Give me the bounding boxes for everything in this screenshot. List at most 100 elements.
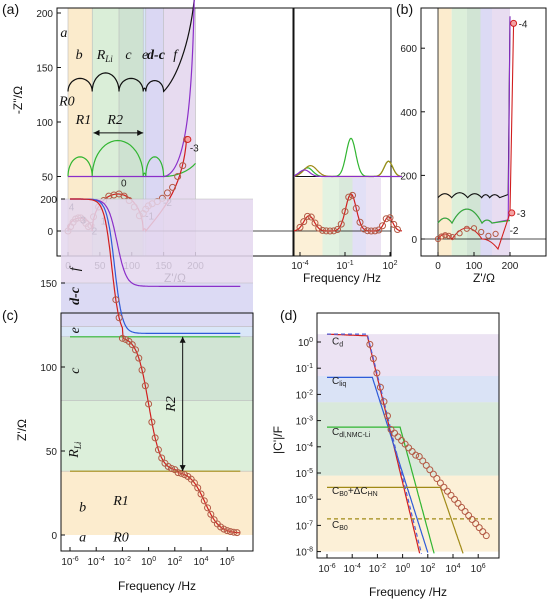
curve-black-b — [437, 16, 511, 199]
data-marker — [319, 226, 326, 234]
x-tick-label: 100 — [141, 556, 156, 568]
data-marker — [391, 429, 399, 437]
region-c-band — [61, 283, 253, 327]
x-tick-label: 100 — [466, 261, 483, 272]
data-marker — [492, 230, 499, 238]
region-freq — [339, 178, 353, 256]
data-marker — [138, 366, 146, 374]
curve-purple-c — [70, 198, 241, 287]
data-marker — [383, 412, 391, 420]
data-marker — [307, 213, 315, 221]
curve-dashed-d — [327, 333, 423, 554]
x-tick-label: 100 — [395, 563, 410, 575]
x-axis-label-d: Frequency /Hz — [369, 585, 447, 599]
data-marker — [401, 440, 409, 448]
y-tick-label: 10-4 — [296, 442, 313, 454]
y-tick-label: 400 — [400, 108, 417, 119]
region-c-band — [61, 326, 253, 337]
data-marker — [148, 418, 156, 426]
data-marker — [364, 227, 371, 235]
data-marker — [194, 484, 202, 492]
data-marker — [226, 528, 234, 536]
data-marker — [326, 227, 334, 235]
data-marker — [190, 479, 198, 487]
data-marker — [311, 219, 319, 227]
data-marker — [145, 400, 153, 408]
x-tick-label: 104 — [193, 556, 208, 568]
data-marker — [373, 369, 381, 377]
data-marker — [451, 495, 459, 503]
region-b-panel — [480, 8, 492, 256]
panel-label-a: (a) — [2, 1, 19, 17]
region-b-panel — [492, 8, 510, 256]
region-b-panel — [466, 8, 481, 256]
data-marker — [184, 135, 192, 143]
label-a-c: a — [79, 531, 86, 546]
data-marker — [449, 233, 456, 241]
x-axis-label-freq: Frequency /Hz — [303, 271, 381, 285]
y-tick-label: 10-6 — [296, 494, 313, 506]
x-tick-label: 10-2 — [114, 556, 131, 568]
data-marker — [379, 222, 386, 230]
data-marker — [345, 193, 353, 201]
data-marker — [461, 507, 469, 515]
label-b: b — [76, 48, 83, 63]
data-marker — [367, 227, 375, 235]
curve-red-c — [70, 198, 241, 534]
data-marker — [386, 214, 394, 222]
data-marker — [135, 354, 143, 362]
y-axis-label-c: Z'/Ω — [15, 419, 29, 441]
data-marker — [296, 223, 304, 231]
panel-a-right-frame — [293, 7, 392, 257]
y-tick-label: 100 — [298, 337, 313, 349]
data-marker — [141, 382, 149, 390]
data-marker — [322, 227, 330, 235]
y-tick-label: 0 — [51, 531, 57, 542]
region-freq — [352, 178, 366, 256]
data-marker — [220, 525, 228, 533]
region-freq — [366, 178, 381, 256]
data-marker — [478, 228, 485, 236]
x-axis-label-b: Z'/Ω — [473, 271, 495, 285]
data-marker — [458, 503, 466, 511]
label-dc: d-c — [147, 48, 166, 63]
y-axis-label-d: |C'|/F — [271, 426, 285, 454]
data-marker — [436, 479, 444, 487]
data-marker — [380, 398, 388, 406]
data-marker — [174, 469, 182, 477]
data-marker — [447, 491, 455, 499]
data-marker — [330, 227, 338, 235]
region-c-band — [61, 336, 253, 401]
label-c: c — [125, 48, 132, 63]
y-tick-label: 10-3 — [296, 416, 313, 428]
data-marker — [200, 497, 208, 505]
data-marker — [465, 511, 473, 519]
x-tick-label: 10-2 — [369, 563, 386, 575]
data-marker — [382, 215, 390, 223]
panel-c-frame — [60, 312, 254, 552]
panel-d-frame — [316, 312, 500, 559]
data-marker — [151, 434, 159, 442]
x-tick-label: 10-6 — [318, 563, 335, 575]
y-tick-label: 100 — [36, 118, 53, 129]
x-tick-label: 0 — [435, 261, 441, 272]
label-b-c: b — [79, 500, 86, 515]
region-c-band — [61, 199, 253, 283]
data-marker — [132, 346, 139, 354]
data-marker — [405, 444, 413, 452]
data-marker — [112, 296, 120, 304]
label-f-c: f — [68, 265, 83, 271]
label-r1: R1 — [75, 113, 92, 128]
data-marker — [438, 233, 445, 240]
y-tick-label: 100 — [40, 363, 57, 374]
label-r2-c: R2 — [164, 396, 179, 413]
data-marker — [341, 207, 349, 215]
curve-green-b — [437, 208, 511, 225]
curve-red-d — [326, 333, 421, 554]
data-marker — [334, 226, 341, 234]
data-marker — [443, 487, 451, 495]
y-tick-label: 10-1 — [296, 363, 313, 375]
data-marker — [174, 173, 182, 180]
data-marker — [387, 426, 395, 434]
x-tick-label: 10-4 — [344, 563, 361, 575]
